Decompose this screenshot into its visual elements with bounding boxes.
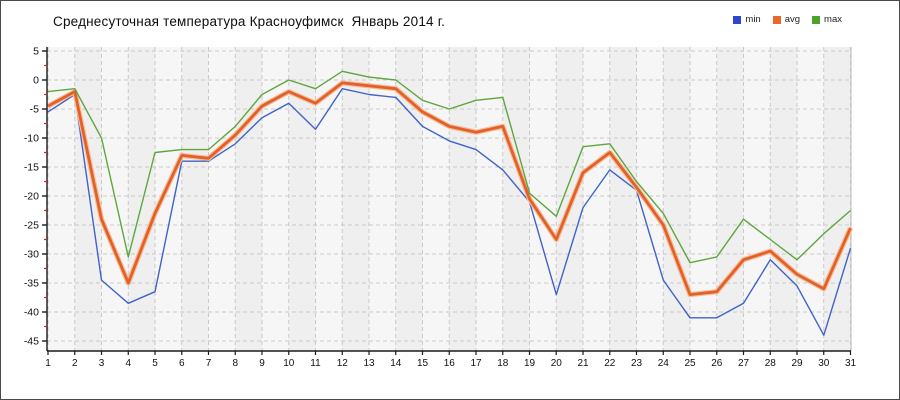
x-tick-label: 25 <box>684 358 696 369</box>
y-tick-label: -30 <box>24 249 39 261</box>
x-tick-label: 1 <box>45 358 51 369</box>
plot-band <box>823 47 851 351</box>
x-tick-label: 5 <box>152 358 158 369</box>
plot-band <box>449 47 476 351</box>
x-tick-label: 6 <box>179 358 185 369</box>
max-series-swatch-icon <box>812 15 821 24</box>
y-tick-label: 5 <box>33 46 39 58</box>
x-tick-label: 3 <box>99 358 105 369</box>
x-tick-label: 30 <box>818 358 830 369</box>
y-tick-label: -45 <box>24 336 39 348</box>
x-tick-label: 31 <box>845 358 857 369</box>
y-tick-label: -15 <box>24 162 39 174</box>
x-tick-label: 23 <box>631 358 643 369</box>
y-tick-label: -25 <box>24 220 39 232</box>
x-tick-label: 13 <box>363 358 375 369</box>
plot-band <box>181 47 209 351</box>
x-tick-label: 21 <box>577 358 589 369</box>
x-tick-label: 26 <box>711 358 723 369</box>
plot-band <box>342 47 369 351</box>
plot-band <box>235 47 262 351</box>
min-series-swatch-icon <box>733 15 742 24</box>
legend-item-avg: avg <box>772 14 801 25</box>
max-series-line <box>47 70 851 264</box>
y-tick-label: -40 <box>24 307 39 319</box>
x-tick-label: 20 <box>551 358 563 369</box>
avg-series-line <box>47 81 852 297</box>
plot-band <box>770 47 797 351</box>
x-tick-label: 19 <box>524 358 536 369</box>
legend-item-min: min <box>733 14 761 25</box>
x-tick-label: 14 <box>390 358 402 369</box>
x-tick-label: 22 <box>604 358 616 369</box>
x-tick-label: 18 <box>497 358 509 369</box>
x-tick-label: 8 <box>232 358 238 369</box>
x-tick-label: 15 <box>417 358 429 369</box>
x-tick-label: 9 <box>259 358 265 369</box>
x-tick-label: 29 <box>791 358 803 369</box>
x-tick-label: 12 <box>337 358 349 369</box>
y-tick-label: -20 <box>24 191 39 203</box>
x-tick-label: 7 <box>206 358 212 369</box>
y-tick-label: -35 <box>24 278 39 290</box>
legend-item-max: max <box>812 14 842 25</box>
plot-band <box>556 47 583 351</box>
x-tick-label: 2 <box>72 358 78 369</box>
x-tick-label: 17 <box>470 358 482 369</box>
x-tick-label: 28 <box>765 358 777 369</box>
x-tick-label: 24 <box>658 358 670 369</box>
y-tick-label: 0 <box>33 75 39 87</box>
x-tick-label: 11 <box>310 358 321 369</box>
y-tick-label: -10 <box>24 133 39 145</box>
legend-label-max: max <box>824 14 842 25</box>
legend-label-min: min <box>745 14 761 25</box>
x-tick-label: 4 <box>125 358 131 369</box>
legend-label-avg: avg <box>784 14 801 25</box>
x-tick-label: 10 <box>283 358 295 369</box>
plot-band <box>663 47 690 351</box>
plot-band <box>502 47 530 351</box>
avg-series-swatch-icon <box>772 15 781 24</box>
x-tick-label: 16 <box>444 358 456 369</box>
x-tick-label: 27 <box>738 358 750 369</box>
plot-band <box>609 47 637 351</box>
plot-band <box>716 47 744 351</box>
plot-band <box>128 47 155 351</box>
chart-title: Среднесуточная температура Красноуфимск … <box>53 14 446 29</box>
y-tick-label: -5 <box>30 104 39 116</box>
legend: min avg max <box>733 14 842 25</box>
